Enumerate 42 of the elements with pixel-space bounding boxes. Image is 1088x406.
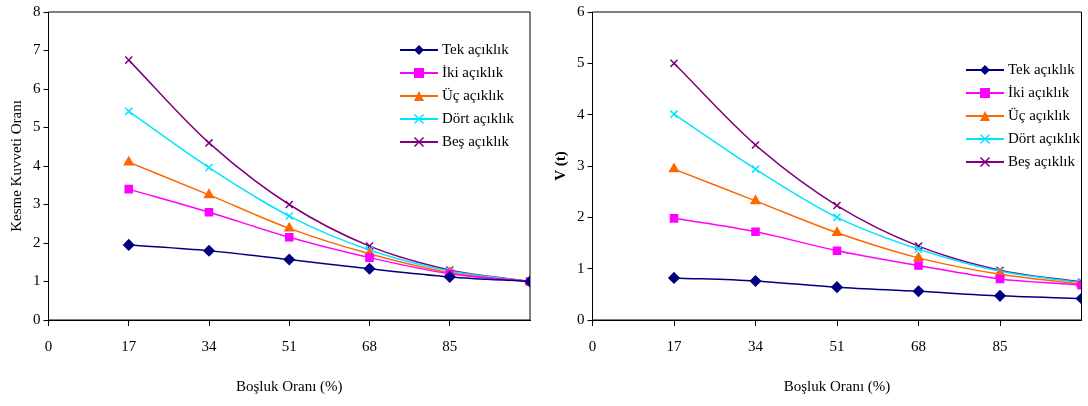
x-tick-label: 51 [281,337,297,354]
legend-label: Üç açıklık [1007,107,1070,124]
legend-label: Dört açıklık [1007,130,1080,147]
y-tick-label: 2 [577,208,585,225]
legend-label: İki açıklık [441,64,504,81]
y-tick-label: 5 [577,54,585,71]
y-tick-label: 7 [33,41,41,58]
y-tick-label: 0 [33,310,41,327]
x-tick-label: 17 [121,337,137,354]
y-tick-label: 2 [33,233,41,250]
x-tick-label: 85 [992,337,1008,354]
x-tick-label: 0 [44,337,53,354]
x-tick-label: 17 [666,337,682,354]
y-axis-title: V (t) [551,151,569,181]
legend-label: İki açıklık [1007,84,1070,101]
y-tick-label: 1 [33,272,41,289]
legend-label: Beş açıklık [1007,153,1075,170]
x-axis-title: Boşluk Oranı (%) [235,377,343,395]
y-tick-label: 6 [33,79,41,96]
legend-label: Beş açıklık [441,133,509,150]
x-axis-title: Boşluk Oranı (%) [783,377,891,395]
x-tick-label: 68 [911,337,926,354]
x-tick-label: 68 [362,337,377,354]
y-tick-label: 4 [33,156,41,173]
y-tick-label: 4 [577,105,585,122]
x-tick-label: 0 [588,337,597,354]
y-tick-label: 3 [577,156,585,173]
x-tick-label: 51 [829,337,845,354]
x-tick-label: 34 [748,337,764,354]
x-tick-label: 85 [442,337,458,354]
y-tick-label: 5 [33,118,41,135]
y-tick-label: 3 [33,195,41,212]
legend-label: Tek açıklık [1007,61,1075,78]
y-tick-label: 0 [577,310,585,327]
y-tick-label: 6 [577,2,585,19]
y-axis-title: Kesme Kuvveti Oranı [7,100,24,232]
y-tick-label: 8 [33,2,41,19]
x-tick-label: 34 [201,337,217,354]
legend-label: Tek açıklık [441,41,509,58]
y-tick-label: 1 [577,259,585,276]
legend-label: Üç açıklık [441,87,504,104]
legend-label: Dört açıklık [441,110,514,127]
